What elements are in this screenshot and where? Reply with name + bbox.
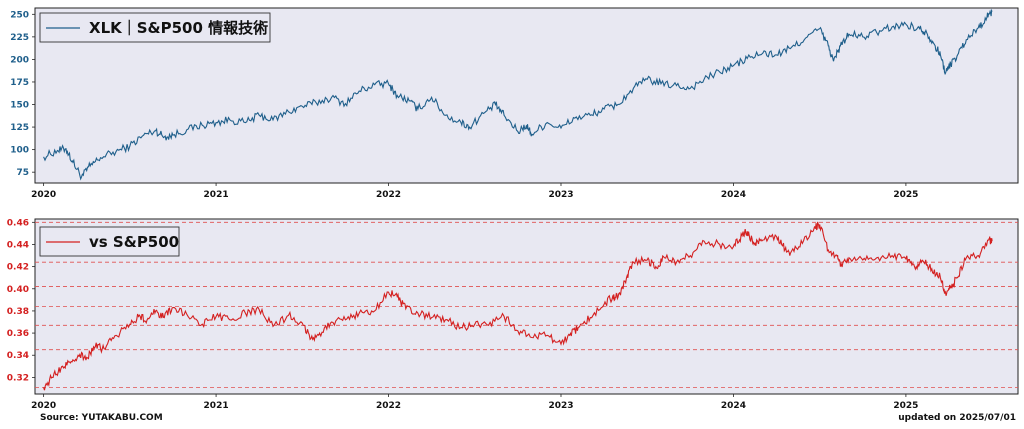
top-x-axis: 2020 2021 2022 2023 2024 2025 xyxy=(31,183,918,200)
top-y-tick-label: 150 xyxy=(10,101,29,111)
bottom-x-tick-label: 2022 xyxy=(376,401,401,411)
top-legend-label: XLK｜S&P500 情報技術 xyxy=(89,19,268,37)
top-x-tick-label: 2020 xyxy=(31,190,56,200)
bottom-x-tick-label: 2020 xyxy=(31,401,56,411)
bottom-legend: vs S&P500 xyxy=(39,226,180,257)
top-x-tick-label: 2024 xyxy=(721,190,746,200)
bottom-y-tick-label: 0.40 xyxy=(7,285,29,295)
top-y-tick-label: 75 xyxy=(16,168,29,178)
bottom-y-tick-label: 0.46 xyxy=(7,218,29,228)
bottom-x-axis: 2020 2021 2022 2023 2024 2025 xyxy=(31,394,918,411)
top-x-tick-label: 2023 xyxy=(548,190,573,200)
top-y-tick-label: 225 xyxy=(10,33,29,43)
bottom-series-line xyxy=(43,221,993,391)
bottom-y-tick-label: 0.42 xyxy=(7,263,29,273)
bottom-y-tick-label: 0.38 xyxy=(7,307,29,317)
top-series-line xyxy=(43,8,993,181)
bottom-legend-label: vs S&P500 xyxy=(89,233,179,251)
top-x-tick-label: 2022 xyxy=(376,190,401,200)
bottom-reference-lines xyxy=(35,221,1018,388)
bottom-y-tick-label: 0.34 xyxy=(7,351,29,361)
bottom-y-tick-label: 0.32 xyxy=(7,373,29,383)
top-legend: XLK｜S&P500 情報技術 xyxy=(39,12,271,43)
top-y-tick-label: 100 xyxy=(10,146,29,156)
updated-note: updated on 2025/07/01 xyxy=(898,413,1016,423)
top-x-tick-label: 2021 xyxy=(204,190,229,200)
bottom-x-tick-label: 2024 xyxy=(721,401,746,411)
bottom-y-tick-label: 0.36 xyxy=(7,329,29,339)
top-y-axis: 75 100 125 150 175 200 225 250 xyxy=(10,10,35,178)
source-note: Source: YUTAKABU.COM xyxy=(40,413,163,423)
top-panel: 75 100 125 150 175 200 225 250 2020 2021 2022 2023… xyxy=(10,7,1019,200)
bottom-x-tick-label: 2021 xyxy=(204,401,229,411)
top-x-tick-label: 2025 xyxy=(893,190,918,200)
top-y-tick-label: 125 xyxy=(10,123,29,133)
top-y-tick-label: 175 xyxy=(10,78,29,88)
bottom-x-tick-label: 2025 xyxy=(893,401,918,411)
bottom-x-tick-label: 2023 xyxy=(548,401,573,411)
top-y-tick-label: 200 xyxy=(10,55,29,65)
bottom-y-tick-label: 0.44 xyxy=(7,240,29,250)
bottom-y-axis: 0.32 0.34 0.36 0.38 0.40 0.42 0.44 0.46 xyxy=(7,218,35,383)
top-y-tick-label: 250 xyxy=(10,10,29,20)
bottom-panel: 0.320.340.360.380.400.420.440.46 2020 202… xyxy=(7,218,1019,411)
